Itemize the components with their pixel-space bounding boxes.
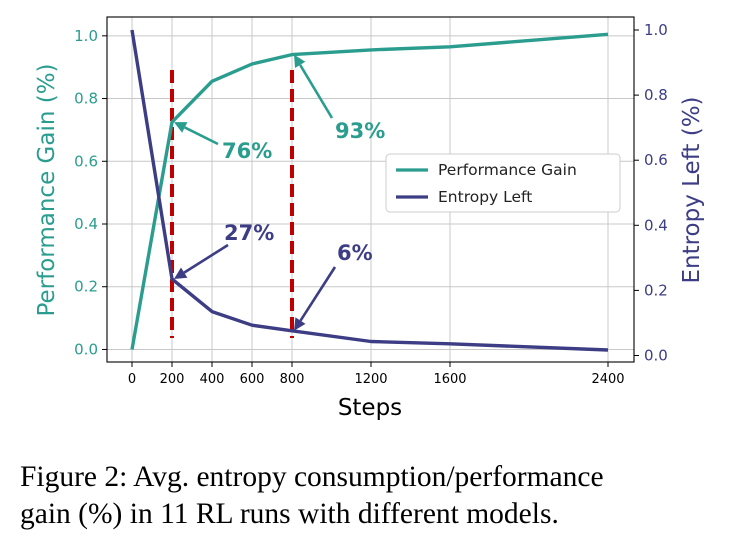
series-lines: [130, 29, 609, 352]
annotation-arrowhead: [174, 267, 188, 279]
y-tick-label-right: 0.6: [644, 151, 668, 169]
x-tick-label: 0: [128, 372, 136, 387]
y-tick-label-left: 1.0: [74, 27, 98, 45]
y-tick-label-right: 1.0: [644, 21, 668, 39]
x-tick-label: 200: [160, 372, 185, 387]
y-tick-label-right: 0.2: [644, 281, 668, 299]
legend-box: [385, 153, 621, 213]
y-axis-label-right: Entropy Left (%): [679, 96, 705, 283]
annotation-arrows: [174, 54, 337, 331]
y-tick-label-left: 0.6: [74, 152, 98, 170]
annotation-label: 6%: [337, 241, 373, 265]
entropy-left-line: [130, 29, 609, 352]
caption-line-1: Figure 2: Avg. entropy consumption/perfo…: [20, 461, 604, 493]
ticks: 0 200 400 600 800 1200 1600 2400 0.0 0.2 0.4 0.6 0.8…: [74, 21, 668, 387]
y-tick-label-left: 0.2: [74, 278, 98, 296]
caption-line-2: gain (%) in 11 RL runs with different mo…: [20, 498, 559, 530]
x-tick-label: 1600: [433, 372, 466, 387]
x-tick-label: 600: [240, 372, 265, 387]
chart: 76% 93% 27% 6% 0 200 400 600 800 1200 1600 2400 0.0…: [34, 16, 705, 421]
y-tick-label-right: 0.0: [644, 346, 668, 364]
x-tick-label: 1200: [354, 372, 387, 387]
x-tick-label: 2400: [591, 372, 624, 387]
legend: Performance Gain Entropy Left: [385, 153, 621, 213]
annotation-label: 76%: [222, 139, 272, 163]
annotation-arrow: [299, 64, 334, 119]
annotation-arrow: [184, 126, 219, 146]
annotation-arrowhead: [294, 54, 306, 68]
figure-caption: Figure 2: Avg. entropy consumption/perfo…: [20, 459, 725, 533]
annotation-labels: 76% 93% 27% 6%: [222, 119, 385, 265]
annotation-arrowhead: [294, 317, 306, 331]
x-tick-label: 400: [200, 372, 225, 387]
y-tick-label-right: 0.4: [644, 216, 668, 234]
legend-label-performance: Performance Gain: [438, 161, 577, 179]
y-tick-label-right: 0.8: [644, 86, 668, 104]
y-tick-label-left: 0.8: [74, 90, 98, 108]
annotation-label: 27%: [224, 221, 274, 245]
annotation-arrow: [299, 266, 337, 322]
performance-gain-line: [130, 32, 609, 350]
annotation-label: 93%: [335, 119, 385, 143]
x-axis-label: Steps: [338, 395, 402, 421]
legend-label-entropy: Entropy Left: [438, 188, 532, 206]
y-axis-label-left: Performance Gain (%): [34, 63, 60, 316]
y-tick-label-left: 0.4: [74, 215, 98, 233]
y-tick-label-left: 0.0: [74, 340, 98, 358]
x-tick-label: 800: [280, 372, 305, 387]
annotation-arrowhead: [174, 122, 188, 133]
annotation-arrow: [183, 243, 229, 274]
dashed-markers: [170, 70, 294, 338]
